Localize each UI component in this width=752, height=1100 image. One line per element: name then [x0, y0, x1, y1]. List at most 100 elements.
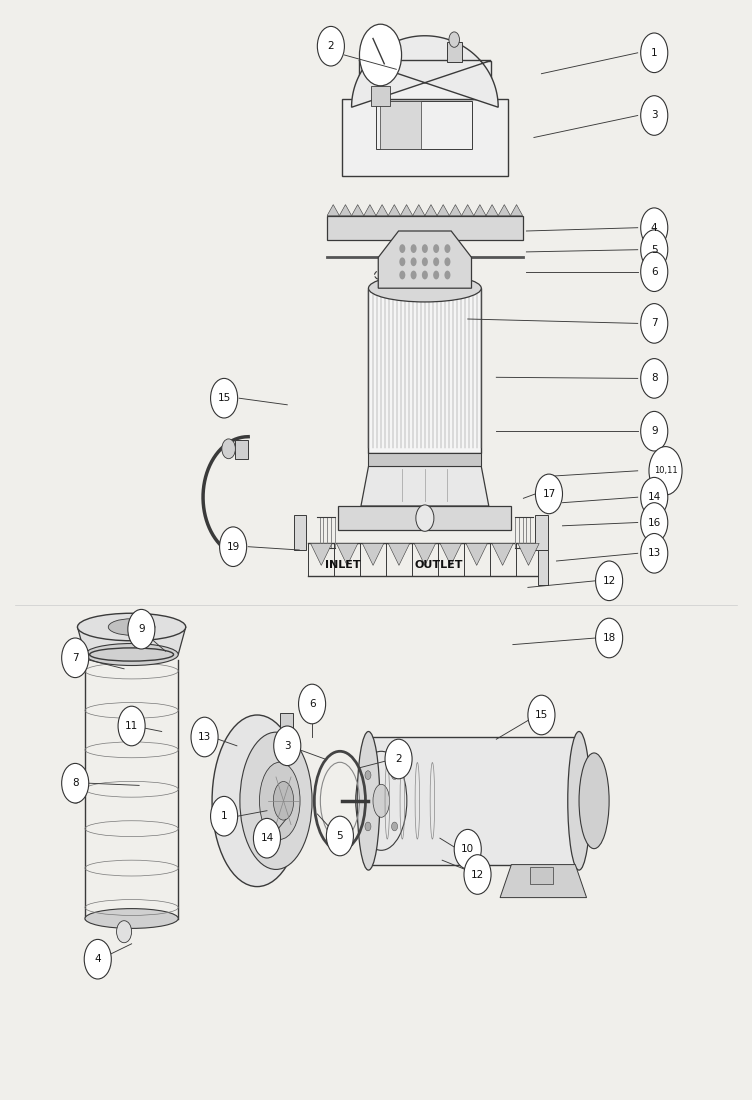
- Polygon shape: [413, 205, 425, 216]
- Circle shape: [191, 717, 218, 757]
- Circle shape: [444, 271, 450, 279]
- Polygon shape: [338, 506, 511, 530]
- Text: 14: 14: [260, 833, 274, 844]
- Polygon shape: [311, 543, 332, 565]
- Circle shape: [641, 534, 668, 573]
- Circle shape: [416, 505, 434, 531]
- Text: 4: 4: [651, 222, 657, 233]
- Circle shape: [433, 257, 439, 266]
- Text: OUTLET: OUTLET: [415, 560, 463, 571]
- Text: 2: 2: [396, 754, 402, 764]
- Circle shape: [128, 609, 155, 649]
- Text: 12: 12: [471, 869, 484, 880]
- Polygon shape: [511, 205, 523, 216]
- Text: 5: 5: [651, 244, 657, 255]
- Circle shape: [222, 439, 235, 459]
- Circle shape: [62, 763, 89, 803]
- Circle shape: [535, 474, 562, 514]
- Circle shape: [641, 503, 668, 542]
- Ellipse shape: [108, 618, 155, 635]
- Text: 13: 13: [198, 732, 211, 742]
- Circle shape: [449, 32, 459, 47]
- Ellipse shape: [356, 751, 407, 850]
- Circle shape: [359, 24, 402, 86]
- Circle shape: [317, 26, 344, 66]
- Polygon shape: [294, 515, 306, 550]
- Polygon shape: [368, 453, 481, 466]
- Polygon shape: [361, 466, 489, 506]
- Circle shape: [365, 822, 371, 830]
- Polygon shape: [364, 205, 376, 216]
- Text: 1: 1: [221, 811, 227, 822]
- Circle shape: [118, 706, 145, 746]
- Circle shape: [422, 271, 428, 279]
- Text: INLET: INLET: [325, 560, 361, 571]
- Circle shape: [454, 829, 481, 869]
- Polygon shape: [447, 42, 462, 62]
- Circle shape: [444, 244, 450, 253]
- Ellipse shape: [579, 752, 609, 849]
- Circle shape: [365, 771, 371, 780]
- Circle shape: [596, 561, 623, 601]
- Text: 15: 15: [535, 710, 548, 720]
- Ellipse shape: [259, 762, 300, 839]
- Polygon shape: [535, 515, 548, 550]
- Ellipse shape: [67, 770, 85, 803]
- Polygon shape: [518, 543, 539, 565]
- Circle shape: [399, 257, 405, 266]
- Text: 15: 15: [217, 393, 231, 404]
- Polygon shape: [492, 543, 514, 565]
- Circle shape: [433, 244, 439, 253]
- Text: 7: 7: [72, 652, 78, 663]
- Circle shape: [253, 818, 280, 858]
- Ellipse shape: [568, 732, 590, 870]
- Polygon shape: [500, 865, 587, 898]
- Ellipse shape: [274, 781, 293, 821]
- Circle shape: [444, 257, 450, 266]
- Circle shape: [464, 855, 491, 894]
- Circle shape: [596, 618, 623, 658]
- Polygon shape: [362, 543, 384, 565]
- Polygon shape: [449, 205, 462, 216]
- Polygon shape: [378, 231, 472, 288]
- Polygon shape: [368, 288, 481, 453]
- Circle shape: [399, 244, 405, 253]
- Circle shape: [211, 796, 238, 836]
- Circle shape: [641, 411, 668, 451]
- Text: 1: 1: [651, 47, 657, 58]
- Text: 10,11: 10,11: [653, 466, 678, 475]
- Polygon shape: [327, 216, 523, 240]
- Text: 6: 6: [309, 698, 315, 710]
- Text: 4: 4: [95, 954, 101, 965]
- Polygon shape: [336, 543, 358, 565]
- Polygon shape: [486, 205, 498, 216]
- Polygon shape: [538, 550, 548, 585]
- Text: 13: 13: [647, 548, 661, 559]
- Polygon shape: [351, 36, 498, 107]
- Polygon shape: [498, 205, 511, 216]
- Circle shape: [411, 271, 417, 279]
- Text: 14: 14: [647, 492, 661, 503]
- Text: 3: 3: [651, 110, 657, 121]
- Ellipse shape: [212, 715, 302, 887]
- Text: 6: 6: [651, 266, 657, 277]
- Polygon shape: [400, 205, 413, 216]
- Circle shape: [299, 684, 326, 724]
- Circle shape: [433, 271, 439, 279]
- Text: 9: 9: [651, 426, 657, 437]
- Circle shape: [385, 739, 412, 779]
- Text: 9: 9: [138, 624, 144, 635]
- Circle shape: [84, 939, 111, 979]
- Circle shape: [641, 96, 668, 135]
- Circle shape: [641, 230, 668, 270]
- Ellipse shape: [373, 784, 390, 817]
- Ellipse shape: [77, 613, 186, 640]
- Circle shape: [641, 359, 668, 398]
- Text: 3: 3: [284, 740, 290, 751]
- Ellipse shape: [357, 732, 380, 870]
- Circle shape: [641, 252, 668, 292]
- Polygon shape: [437, 205, 450, 216]
- Circle shape: [641, 33, 668, 73]
- Circle shape: [411, 257, 417, 266]
- Circle shape: [449, 252, 458, 265]
